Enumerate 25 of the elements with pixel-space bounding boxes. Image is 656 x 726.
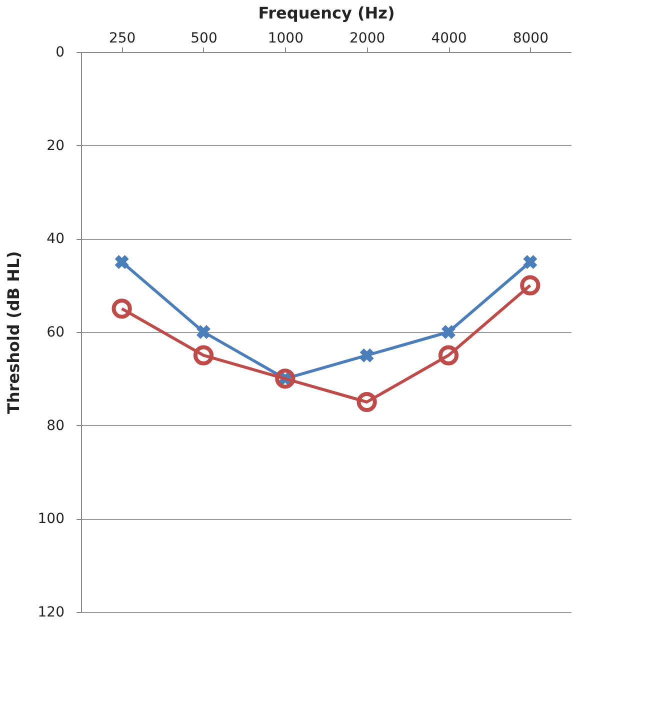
point — [523, 255, 538, 269]
point — [193, 345, 214, 366]
point — [196, 325, 210, 339]
y-tick-label: 20 — [46, 138, 64, 154]
x-tick-label: 500 — [190, 30, 218, 46]
x-axis-title: Frequency (Hz) — [258, 4, 395, 22]
x-tick-label: 1000 — [268, 30, 304, 46]
point — [442, 325, 456, 339]
point — [112, 298, 132, 319]
y-tick-label: 0 — [56, 44, 64, 60]
point — [438, 345, 459, 366]
x-tick-label: 4000 — [431, 30, 467, 46]
y-axis-title: Threshold (dB HL) — [4, 251, 23, 414]
point — [360, 348, 374, 362]
point — [114, 255, 129, 269]
y-tick-label: 80 — [46, 418, 64, 434]
y-tick-label: 60 — [46, 324, 64, 340]
y-tick-label: 40 — [46, 231, 64, 248]
x-tick-label: 250 — [108, 30, 136, 46]
y-tick-label: 100 — [38, 511, 64, 528]
y-tick-label: 120 — [38, 604, 64, 620]
x-tick-label: 8000 — [512, 30, 548, 46]
x-tick-label: 2000 — [350, 30, 386, 46]
point — [356, 392, 377, 412]
point — [520, 275, 540, 296]
